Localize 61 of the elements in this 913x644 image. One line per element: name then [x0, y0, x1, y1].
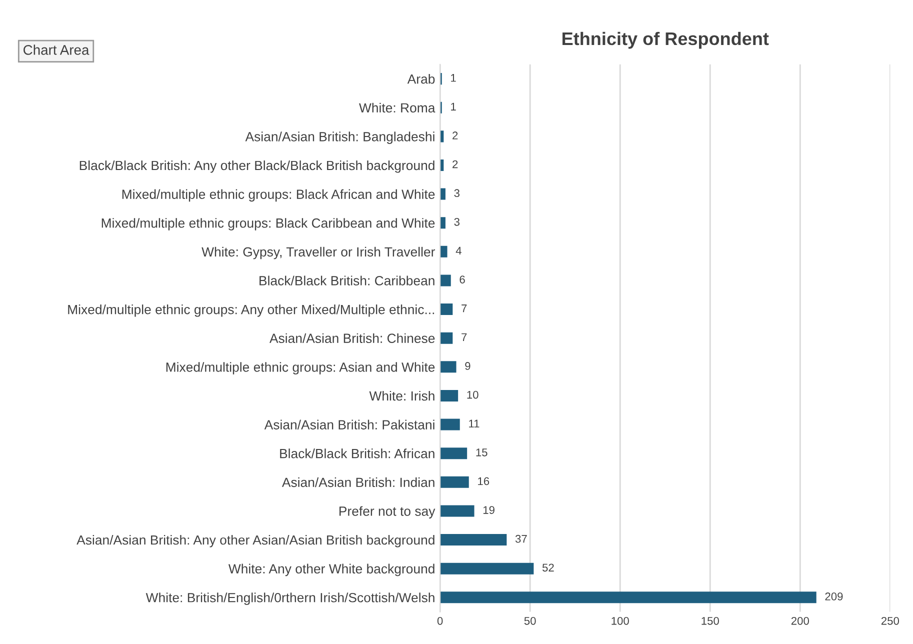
x-tick-label: 200 [791, 616, 809, 625]
x-tick-label: 50 [524, 616, 536, 625]
data-label: 19 [483, 506, 494, 514]
data-label: 209 [825, 592, 843, 600]
data-label: 2 [452, 132, 458, 140]
data-label: 9 [465, 362, 470, 370]
text: Chart Area [24, 44, 90, 55]
data-label: 7 [462, 333, 467, 341]
data-label: 4 [456, 246, 462, 255]
data-label: 1 [451, 102, 456, 110]
data-label: 3 [454, 218, 460, 226]
y-tick-label: White: British/English/0rthern Irish/Scottish/Welsh [146, 592, 434, 605]
data-label: 7 [462, 304, 467, 312]
y-tick-label: Asian/Asian British: Bangladeshi [245, 132, 434, 144]
bar [440, 534, 507, 546]
y-tick-label: Mixed/multiple ethnic groups: Black African and White [122, 189, 435, 202]
data-label: 3 [454, 189, 460, 198]
y-tick-label: White: Irish [369, 390, 434, 401]
bar [440, 217, 446, 229]
data-label: 16 [478, 477, 490, 486]
y-tick-label: Black/Black British: Any other Black/Black British background [80, 160, 434, 173]
y-tick-label: Arab [407, 74, 435, 84]
y-tick-label: White: Gypsy, Traveller or Irish Traveller [202, 246, 435, 260]
x-tick-label: 0 [437, 616, 443, 625]
x-tick-label: 100 [612, 616, 629, 625]
y-tick-label: Asian/Asian British: Pakistani [264, 420, 434, 430]
bar [440, 361, 456, 373]
bar [440, 476, 469, 488]
chart-title: Ethnicity of Respondent [562, 32, 769, 49]
bar [440, 592, 816, 604]
y-tick-label: Mixed/multiple ethnic groups: Black Caribbean and White [102, 218, 435, 230]
x-tick-label: 250 [881, 616, 900, 625]
y-tick-label: Prefer not to say [339, 506, 436, 518]
x-tick-label: 150 [702, 616, 719, 625]
bar [440, 304, 453, 316]
bar [440, 332, 453, 344]
bar [440, 274, 451, 286]
y-tick-label: Black/Black British: Caribbean [260, 276, 434, 286]
bar [440, 448, 468, 460]
y-tick-label: Asian/Asian British: Any other Asian/Asian British background [76, 534, 434, 548]
y-tick-label: White: Any other White background [228, 564, 434, 576]
y-tick-label: Black/Black British: African [280, 448, 434, 458]
bar [440, 418, 460, 430]
y-tick-label: Asian/Asian British: Indian [282, 477, 434, 488]
bar [440, 562, 534, 574]
bar [440, 246, 448, 258]
data-label: 2 [452, 160, 458, 168]
bar [440, 390, 458, 402]
data-label: 52 [542, 564, 554, 572]
data-label: 11 [469, 420, 480, 428]
bar [440, 505, 474, 517]
bar [440, 188, 446, 200]
data-label: 37 [515, 534, 527, 543]
y-tick-label: Mixed/multiple ethnic groups: Any other Mixed/Multiple ethnic... [68, 304, 434, 317]
data-label: 6 [460, 276, 465, 284]
data-label: 1 [451, 74, 456, 82]
y-tick-label: Mixed/multiple ethnic groups: Asian and White [166, 362, 435, 374]
data-label: 15 [476, 448, 488, 456]
data-label: 10 [467, 390, 478, 399]
y-tick-label: Asian/Asian British: Chinese [269, 333, 435, 344]
y-tick-label: White: Roma [359, 102, 436, 113]
